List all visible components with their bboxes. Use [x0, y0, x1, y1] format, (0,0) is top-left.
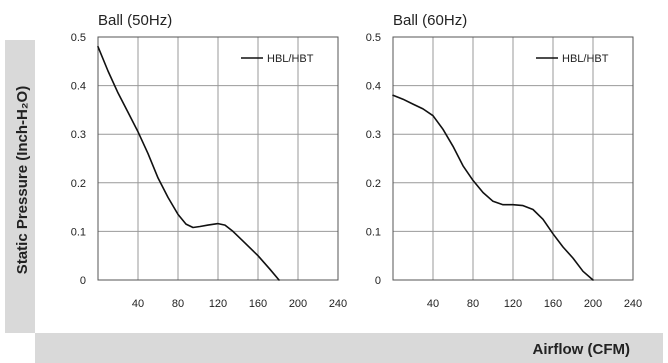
x-tick-label: 80	[467, 298, 479, 310]
chart-title: Ball (50Hz)	[98, 12, 172, 29]
series-line-1	[97, 45, 280, 281]
y-tick-label: 0.2	[71, 178, 86, 190]
y-axis-title: Static Pressure (Inch-H₂O)	[14, 86, 31, 274]
chart-panel-2: Ball (60Hz) 0 0.1 0.2 0.3 0.4 0.5 40 80 120 160 200…	[366, 12, 642, 310]
x-axis-title-band	[35, 333, 663, 363]
chart-panel-1: Ball (50Hz) 0 0.1 0.2 0.3 0.4 0.5 40 80 120 160 200…	[71, 12, 347, 310]
chart-title: Ball (60Hz)	[393, 12, 467, 29]
x-axis-title: Airflow (CFM)	[533, 341, 630, 358]
legend-label: HBL/HBT	[562, 53, 609, 65]
plot-frame	[392, 36, 634, 281]
y-axis-title-band	[5, 40, 35, 333]
y-tick-label: 0.4	[71, 81, 86, 93]
y-tick-label: 0.3	[366, 129, 381, 141]
x-tick-label: 160	[544, 298, 562, 310]
y-tick-label: 0.2	[366, 178, 381, 190]
x-tick-label: 160	[249, 298, 267, 310]
x-tick-label: 200	[289, 298, 307, 310]
x-tick-label: 240	[624, 298, 642, 310]
y-tick-label: 0.5	[71, 32, 86, 44]
y-tick-label: 0	[375, 275, 381, 287]
plot-frame	[97, 36, 339, 281]
y-tick-label: 0.5	[366, 32, 381, 44]
x-tick-label: 120	[209, 298, 227, 310]
chart-panels: Ball (50Hz) 0 0.1 0.2 0.3 0.4 0.5 40 80 120 160 200…	[71, 12, 642, 310]
y-tick-label: 0.3	[71, 129, 86, 141]
x-tick-label: 40	[427, 298, 439, 310]
y-tick-label: 0.4	[366, 81, 381, 93]
x-tick-label: 80	[172, 298, 184, 310]
legend-label: HBL/HBT	[267, 53, 314, 65]
y-tick-label: 0.1	[71, 226, 86, 238]
y-tick-label: 0.1	[366, 226, 381, 238]
x-tick-label: 200	[584, 298, 602, 310]
series-line-1	[392, 94, 594, 281]
x-tick-label: 40	[132, 298, 144, 310]
y-tick-label: 0	[80, 275, 86, 287]
x-tick-label: 240	[329, 298, 347, 310]
x-tick-label: 120	[504, 298, 522, 310]
